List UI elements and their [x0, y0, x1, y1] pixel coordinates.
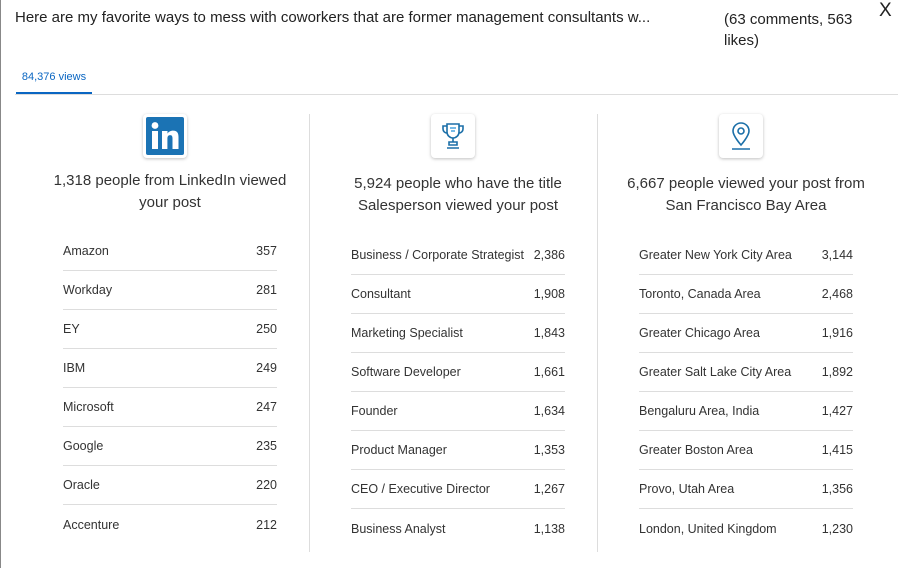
item-label: Workday	[63, 283, 113, 297]
list-item: Microsoft 247	[63, 388, 277, 427]
item-count: 2,468	[821, 287, 853, 301]
location-pin-icon	[719, 114, 763, 158]
title-heading: 5,924 people who have the title Salesper…	[354, 175, 562, 214]
item-label: Founder	[351, 404, 398, 418]
item-label: Consultant	[351, 287, 411, 301]
linkedin-icon	[143, 114, 187, 158]
list-item: Oracle 220	[63, 466, 277, 505]
item-count: 357	[256, 244, 277, 258]
item-label: Greater Salt Lake City Area	[639, 365, 792, 379]
list-item: Greater Salt Lake City Area 1,892	[639, 353, 853, 392]
list-item: Accenture 212	[63, 505, 277, 544]
item-label: Provo, Utah Area	[639, 482, 735, 496]
item-count: 235	[256, 439, 277, 453]
list-item: Greater Boston Area 1,415	[639, 431, 853, 470]
item-count: 1,892	[821, 365, 853, 379]
item-label: Amazon	[63, 244, 109, 258]
item-count: 250	[256, 322, 277, 336]
job-title-list: Business / Corporate Strategist 2,386 Cons…	[351, 236, 565, 548]
item-count: 1,843	[533, 326, 565, 340]
list-item: London, United Kingdom 1,230	[639, 509, 853, 548]
item-count: 1,415	[821, 443, 853, 457]
item-count: 1,661	[533, 365, 565, 379]
list-item: Greater Chicago Area 1,916	[639, 314, 853, 353]
trophy-icon	[431, 114, 475, 158]
item-label: Oracle	[63, 478, 100, 492]
linkedin-heading: 1,318 people from LinkedIn viewed your p…	[53, 172, 287, 211]
list-item: Toronto, Canada Area 2,468	[639, 275, 853, 314]
item-count: 220	[256, 478, 277, 492]
item-label: IBM	[63, 361, 86, 375]
item-label: Bengaluru Area, India	[639, 404, 760, 418]
item-label: EY	[63, 322, 80, 336]
item-count: 1,916	[821, 326, 853, 340]
item-count: 281	[256, 283, 277, 297]
list-item: Workday 281	[63, 271, 277, 310]
item-label: Software Developer	[351, 365, 461, 379]
list-item: Software Developer 1,661	[351, 353, 565, 392]
list-item: CEO / Executive Director 1,267	[351, 470, 565, 509]
column-divider	[597, 114, 598, 552]
item-count: 1,230	[821, 521, 853, 536]
list-item: Business / Corporate Strategist 2,386	[351, 236, 565, 275]
item-label: Greater New York City Area	[639, 248, 792, 262]
item-count: 249	[256, 361, 277, 375]
item-count: 1,353	[533, 443, 565, 457]
tab-views[interactable]: 84,376 views	[16, 71, 92, 94]
item-count: 247	[256, 400, 277, 414]
item-label: Microsoft	[63, 400, 114, 414]
item-label: Accenture	[63, 517, 120, 532]
list-item: Product Manager 1,353	[351, 431, 565, 470]
item-count: 1,634	[533, 404, 565, 418]
list-item: Google 235	[63, 427, 277, 466]
list-item: Greater New York City Area 3,144	[639, 236, 853, 275]
item-label: Business Analyst	[351, 521, 446, 536]
item-label: Greater Boston Area	[639, 443, 753, 457]
item-label: CEO / Executive Director	[351, 482, 490, 496]
item-label: Google	[63, 439, 104, 453]
list-item: Provo, Utah Area 1,356	[639, 470, 853, 509]
list-item: IBM 249	[63, 349, 277, 388]
post-title: Here are my favorite ways to mess with c…	[15, 9, 651, 26]
item-count: 2,386	[533, 248, 565, 262]
item-label: Product Manager	[351, 443, 447, 457]
location-list: Greater New York City Area 3,144 Toronto, …	[639, 236, 853, 548]
item-count: 1,427	[821, 404, 853, 418]
item-count: 1,138	[533, 521, 565, 536]
item-label: Toronto, Canada Area	[639, 287, 761, 301]
post-engagement: (63 comments, 563 likes)	[724, 11, 853, 49]
list-item: Bengaluru Area, India 1,427	[639, 392, 853, 431]
item-label: Greater Chicago Area	[639, 326, 760, 340]
close-button[interactable]: X	[879, 0, 892, 21]
company-list: Amazon 357 Workday 281 EY 250 IBM 249 Microsoft 2…	[63, 232, 277, 544]
item-label: Business / Corporate Strategist	[351, 248, 524, 262]
item-count: 1,356	[821, 482, 853, 496]
list-item: Consultant 1,908	[351, 275, 565, 314]
list-item: Business Analyst 1,138	[351, 509, 565, 548]
list-item: EY 250	[63, 310, 277, 349]
list-item: Amazon 357	[63, 232, 277, 271]
column-divider	[309, 114, 310, 552]
item-label: London, United Kingdom	[639, 521, 777, 536]
item-count: 1,267	[533, 482, 565, 496]
item-count: 3,144	[821, 248, 853, 262]
item-label: Marketing Specialist	[351, 326, 463, 340]
item-count: 1,908	[533, 287, 565, 301]
tab-divider	[15, 94, 898, 95]
item-count: 212	[256, 517, 277, 532]
list-item: Founder 1,634	[351, 392, 565, 431]
location-heading: 6,667 people viewed your post from San F…	[627, 175, 865, 214]
list-item: Marketing Specialist 1,843	[351, 314, 565, 353]
